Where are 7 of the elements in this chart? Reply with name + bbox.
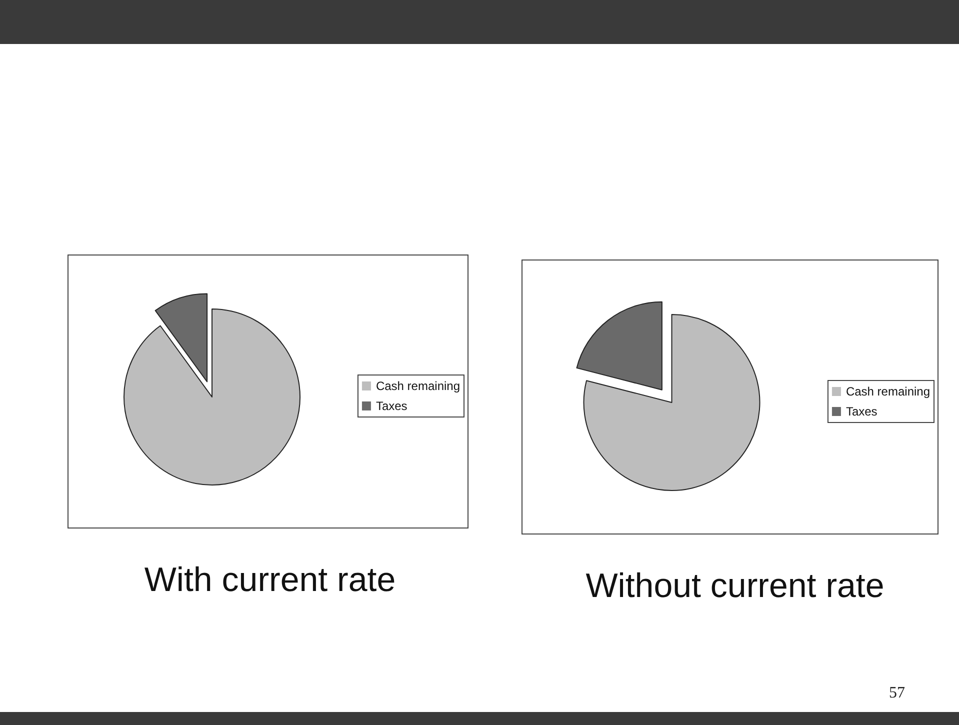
legend-label: Taxes: [376, 398, 408, 413]
legend-label: Cash remaining: [376, 378, 460, 393]
legend-label: Taxes: [846, 404, 878, 418]
text: Without current rate: [586, 567, 884, 605]
text: With current rate: [144, 561, 396, 599]
text: 57: [889, 684, 905, 702]
legend-label: Cash remaining: [846, 384, 930, 398]
